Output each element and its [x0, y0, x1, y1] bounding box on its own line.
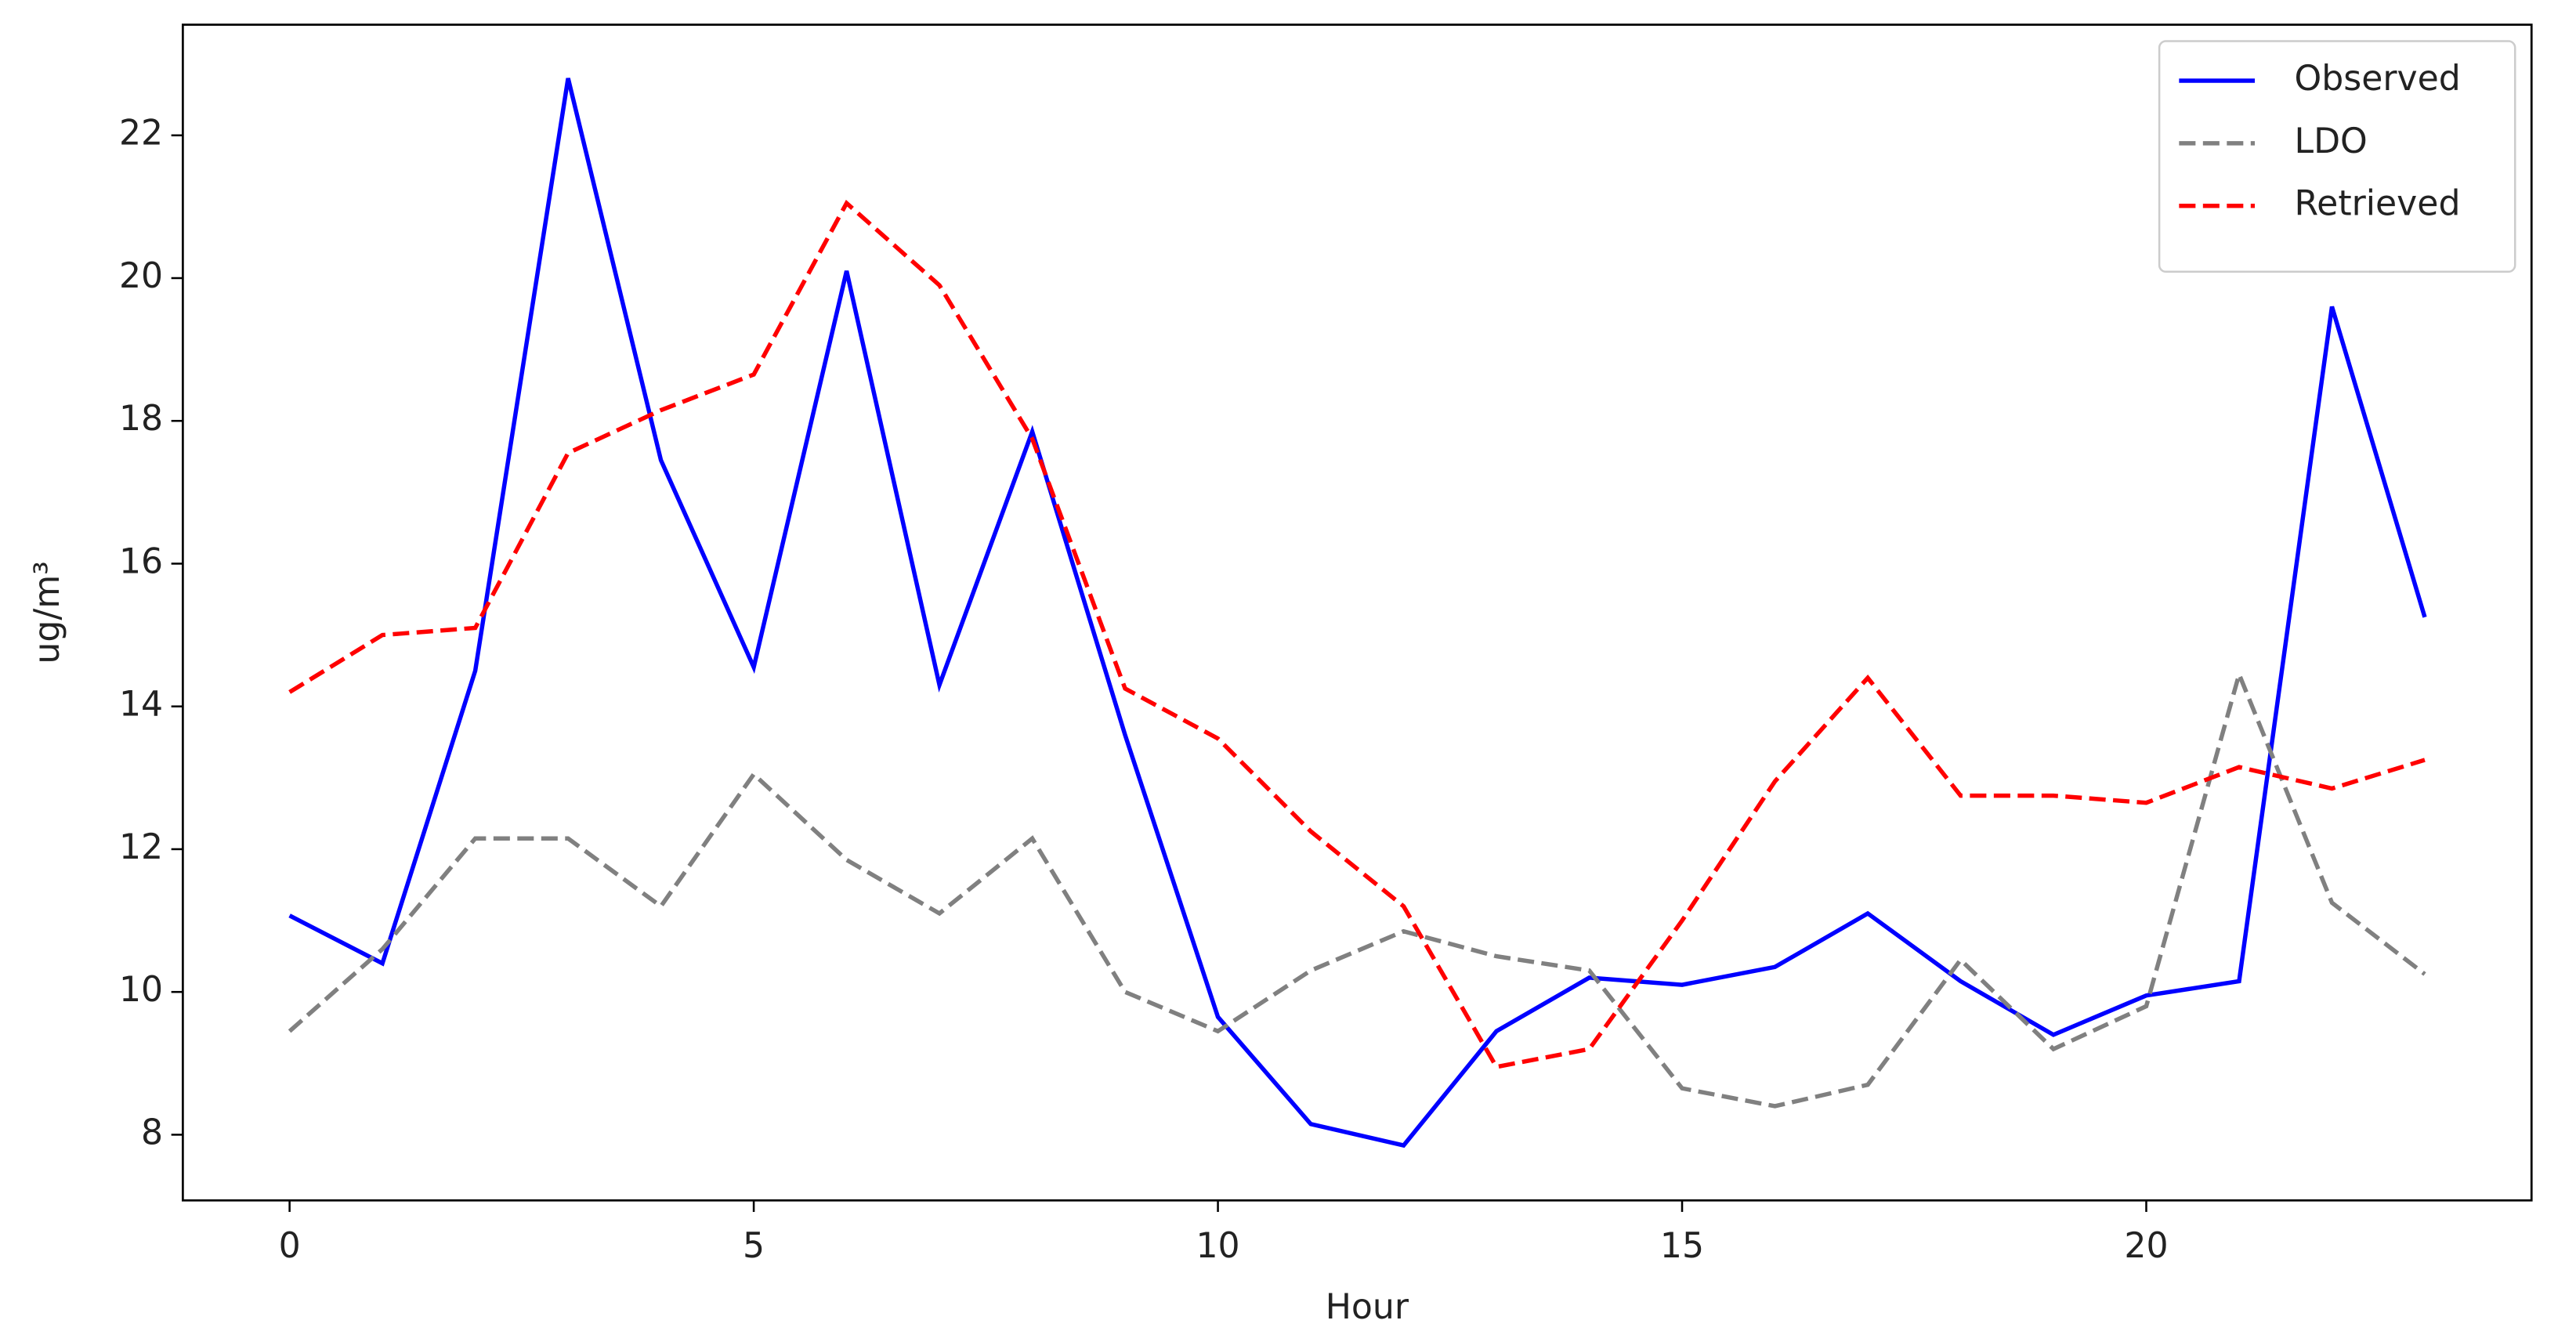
y-tick-label: 16 [119, 541, 163, 581]
x-tick-label: 10 [1196, 1226, 1239, 1266]
legend-label: Observed [2295, 59, 2461, 99]
y-tick-label: 12 [119, 827, 163, 867]
legend-box [2158, 40, 2516, 273]
y-tick-label: 20 [119, 256, 163, 296]
legend-label: Retrieved [2295, 184, 2461, 224]
x-tick-label: 20 [2124, 1226, 2168, 1266]
plot-frame [181, 24, 2533, 1202]
series-line [288, 78, 2427, 1148]
y-axis-label: ug/m³ [27, 561, 67, 664]
legend: Observed LDO Retrieved [2158, 40, 2516, 273]
y-tick-label: 14 [119, 685, 163, 725]
series-line [288, 199, 2426, 1069]
series-line [288, 667, 2426, 1109]
y-tick-label: 8 [141, 1112, 163, 1152]
x-tick-label: 0 [279, 1226, 301, 1266]
y-tick-label: 22 [119, 114, 163, 154]
y-tick-label: 18 [119, 399, 163, 439]
x-axis-label: Hour [1326, 1287, 1409, 1327]
y-tick-label: 10 [119, 970, 163, 1010]
x-tick-label: 15 [1660, 1226, 1704, 1266]
legend-label: LDO [2295, 121, 2368, 161]
x-tick-label: 5 [743, 1226, 765, 1266]
